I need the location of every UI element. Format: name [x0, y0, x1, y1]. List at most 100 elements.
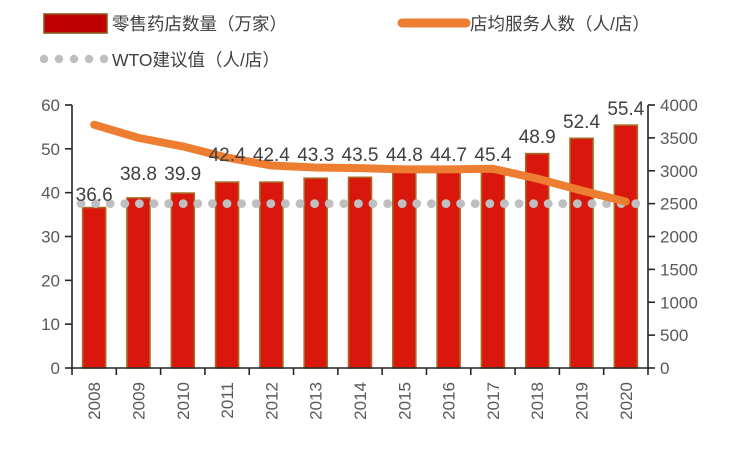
legend-label-bars: 零售药店数量（万家）	[112, 14, 287, 34]
bar-label-2011: 42.4	[209, 145, 246, 166]
wto-dot	[529, 199, 538, 209]
right-axis-tick-label: 0	[660, 359, 669, 378]
service-population-line	[90, 120, 630, 206]
wto-dot	[543, 199, 553, 209]
wto-dot	[441, 199, 451, 209]
category-label-2011: 2011	[218, 382, 237, 419]
left-axis-tick-label: 60	[41, 96, 60, 115]
category-label-2010: 2010	[174, 382, 193, 420]
bar-label-2016: 44.7	[430, 145, 467, 166]
bar-label-2019: 52.4	[563, 112, 600, 133]
bar-2010	[170, 192, 196, 369]
right-axis-tick-label: 3500	[660, 129, 698, 148]
bar-label-2018: 48.9	[519, 127, 556, 148]
bar-2008	[81, 206, 107, 369]
wto-dot	[324, 199, 334, 209]
wto-dot	[237, 199, 247, 209]
left-axis-tick-label: 50	[41, 140, 60, 159]
wto-dot	[266, 199, 276, 209]
right-axis-tick-label: 1500	[660, 260, 698, 279]
chart-legend: 零售药店数量（万家） 店均服务人数（人/店） WTO建议值（人/店）	[39, 13, 650, 70]
dotted-swatch-icon	[84, 54, 94, 64]
right-axis-tick-label: 1000	[660, 293, 698, 312]
wto-dot	[587, 199, 597, 209]
category-label-2016: 2016	[440, 382, 459, 420]
left-value-axis: 0 10 20 30 40 50 60	[41, 96, 73, 378]
bar-label-2008: 36.6	[76, 185, 113, 206]
wto-dot	[339, 199, 349, 209]
bar-2012	[259, 181, 284, 369]
right-axis-tick-label: 2000	[660, 228, 698, 247]
bar-2011	[214, 181, 240, 369]
category-label-2012: 2012	[262, 382, 281, 420]
wto-dot	[295, 199, 305, 209]
bar-2019	[569, 137, 594, 369]
wto-dot	[514, 199, 524, 209]
wto-dot	[310, 199, 319, 209]
wto-dot	[149, 199, 159, 209]
wto-dot	[397, 199, 407, 209]
left-axis-tick-label: 40	[41, 184, 60, 203]
category-label-2020: 2020	[617, 382, 636, 420]
left-axis-tick-label: 10	[41, 315, 60, 334]
dotted-swatch-icon	[69, 54, 79, 64]
wto-dot	[178, 199, 188, 209]
wto-dot	[500, 199, 509, 209]
right-axis-tick-label: 2500	[660, 195, 698, 214]
left-axis-tick-label: 20	[41, 271, 60, 290]
wto-dot	[164, 199, 174, 209]
wto-dot	[91, 199, 100, 209]
bar-data-labels: 36.6 38.8 39.9 42.4 42.4 43.3 43.5 44.8 44.7 45.4…	[76, 99, 645, 206]
wto-dot	[558, 199, 568, 209]
wto-dot	[251, 199, 261, 209]
wto-dot	[135, 199, 144, 209]
wto-dot	[193, 199, 203, 209]
wto-dot	[383, 199, 392, 209]
dotted-swatch-icon	[39, 54, 49, 64]
bar-2018	[524, 152, 550, 369]
bar-label-2014: 43.5	[342, 145, 379, 166]
bar-label-2009: 38.8	[120, 164, 157, 185]
wto-dot	[76, 199, 86, 209]
wto-dot	[631, 199, 641, 209]
bar-label-2013: 43.3	[297, 145, 334, 166]
bar-label-2010: 39.9	[164, 164, 201, 185]
legend-label-wto: WTO建议值（人/店）	[112, 50, 280, 70]
bar-label-2012: 42.4	[253, 145, 290, 166]
bar-label-2020: 55.4	[607, 99, 644, 120]
wto-dot	[222, 199, 232, 209]
category-label-2013: 2013	[307, 382, 326, 420]
category-axis: 2008 2009 2010 2011 2012 2013 2014 2015 2016 2017…	[71, 367, 649, 420]
wto-dot	[427, 199, 436, 209]
bar-label-2015: 44.8	[386, 145, 423, 166]
bar-2017	[480, 168, 506, 369]
category-label-2009: 2009	[129, 382, 148, 420]
dotted-swatch-icon	[99, 54, 109, 64]
bar-2009	[126, 197, 151, 369]
line-series	[90, 120, 630, 206]
category-label-2014: 2014	[351, 382, 370, 420]
wto-dot	[354, 199, 363, 209]
wto-dot	[412, 199, 422, 209]
category-label-2019: 2019	[573, 382, 592, 420]
bar-swatch-icon	[43, 13, 108, 34]
category-label-2017: 2017	[484, 382, 503, 420]
wto-dot	[485, 199, 495, 209]
wto-dot	[368, 199, 378, 209]
bar-2020	[613, 124, 639, 369]
right-axis-tick-label: 3000	[660, 162, 698, 181]
left-axis-tick-label: 30	[41, 228, 60, 247]
dotted-swatch-icon	[54, 54, 64, 64]
left-axis-tick-label: 0	[51, 359, 60, 378]
category-label-2015: 2015	[395, 382, 414, 420]
wto-dot	[120, 199, 130, 209]
wto-reference-series	[76, 199, 641, 209]
right-axis-tick-label: 500	[660, 326, 688, 345]
legend-label-line: 店均服务人数（人/店）	[470, 14, 650, 34]
category-label-2008: 2008	[85, 382, 104, 420]
wto-dot	[105, 199, 115, 209]
right-value-axis: 0 500 1000 1500 2000 2500 3000 3500 4000	[647, 96, 698, 378]
wto-dot	[470, 199, 480, 209]
